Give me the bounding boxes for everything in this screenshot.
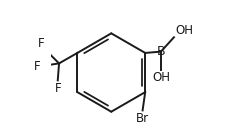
Text: B: B (157, 45, 165, 58)
Text: Br: Br (136, 112, 149, 125)
Text: OH: OH (152, 71, 170, 84)
Text: F: F (38, 37, 44, 50)
Text: F: F (34, 60, 40, 72)
Text: F: F (55, 82, 61, 95)
Text: OH: OH (175, 24, 193, 37)
